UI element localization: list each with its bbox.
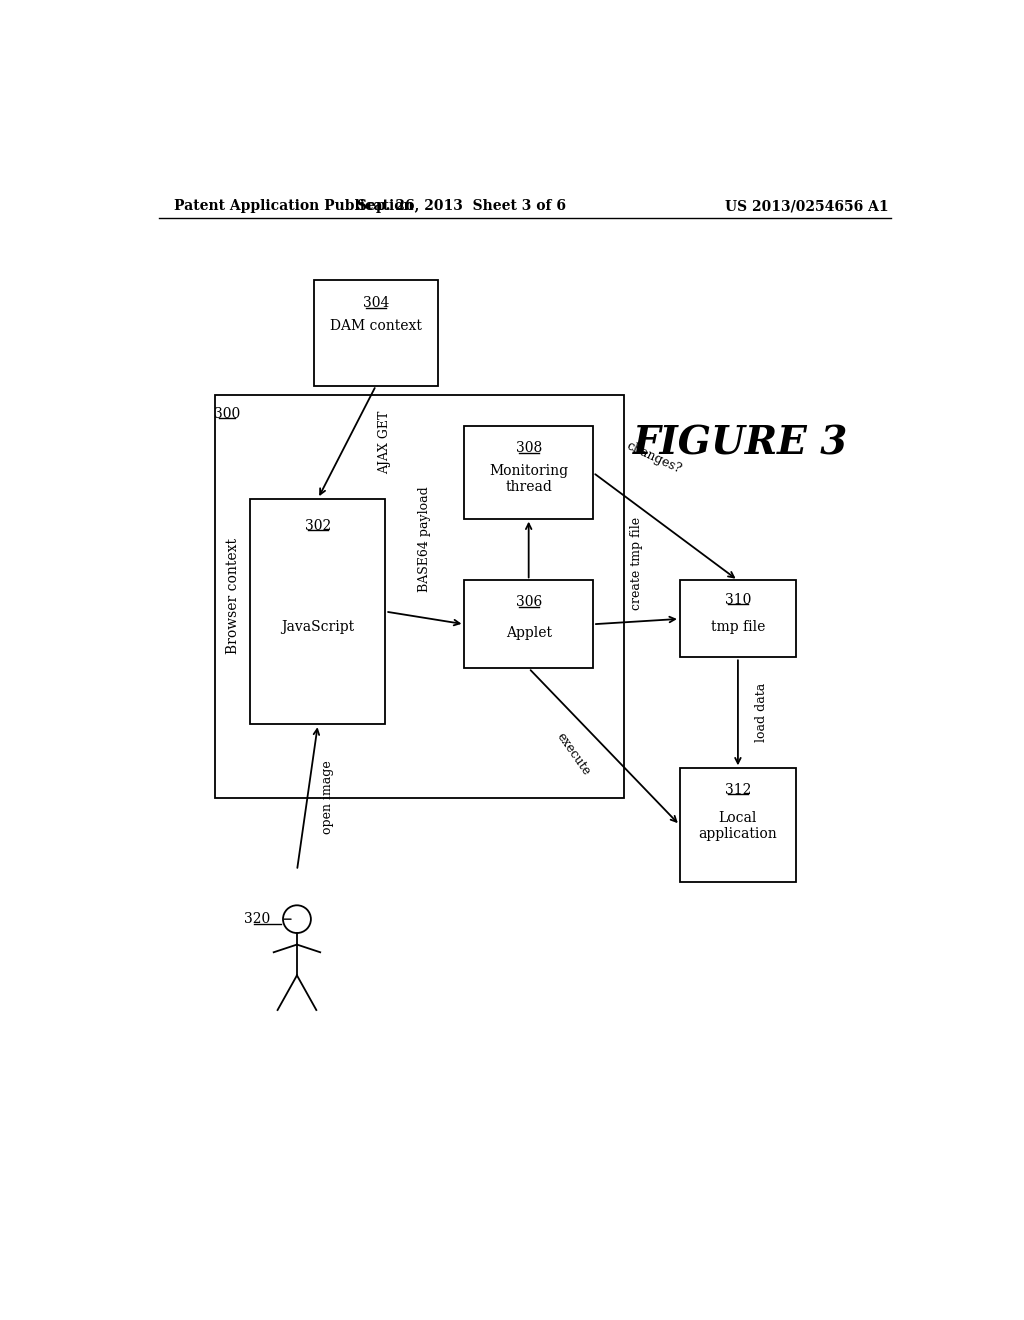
Bar — [314, 280, 438, 385]
Bar — [215, 395, 624, 797]
Bar — [251, 499, 385, 725]
Text: US 2013/0254656 A1: US 2013/0254656 A1 — [725, 199, 889, 213]
Text: create tmp file: create tmp file — [630, 517, 643, 610]
Text: load data: load data — [755, 684, 768, 742]
Text: BASE64 payload: BASE64 payload — [419, 487, 431, 593]
Text: 302: 302 — [305, 519, 331, 533]
Bar — [680, 581, 796, 657]
Text: execute: execute — [554, 730, 593, 779]
Text: 304: 304 — [362, 296, 389, 310]
Text: DAM context: DAM context — [330, 319, 422, 333]
Bar — [680, 768, 796, 882]
Text: AJAX GET: AJAX GET — [378, 411, 391, 474]
Text: Browser context: Browser context — [226, 539, 241, 655]
Bar — [464, 581, 593, 668]
Text: 306: 306 — [515, 595, 542, 609]
Text: changes?: changes? — [624, 438, 683, 475]
Text: 310: 310 — [725, 593, 752, 607]
Text: Patent Application Publication: Patent Application Publication — [174, 199, 414, 213]
Text: Local
application: Local application — [698, 810, 777, 841]
Text: Applet: Applet — [506, 626, 552, 640]
Text: Monitoring
thread: Monitoring thread — [489, 463, 568, 494]
Text: 308: 308 — [515, 441, 542, 455]
Text: FIGURE 3: FIGURE 3 — [633, 424, 848, 462]
Text: open image: open image — [322, 760, 335, 834]
Text: JavaScript: JavaScript — [282, 620, 354, 634]
Text: tmp file: tmp file — [711, 619, 765, 634]
Text: 312: 312 — [725, 783, 752, 797]
Text: 300: 300 — [214, 407, 241, 421]
Bar — [464, 426, 593, 519]
Text: Sep. 26, 2013  Sheet 3 of 6: Sep. 26, 2013 Sheet 3 of 6 — [356, 199, 565, 213]
Text: 320: 320 — [244, 912, 270, 927]
